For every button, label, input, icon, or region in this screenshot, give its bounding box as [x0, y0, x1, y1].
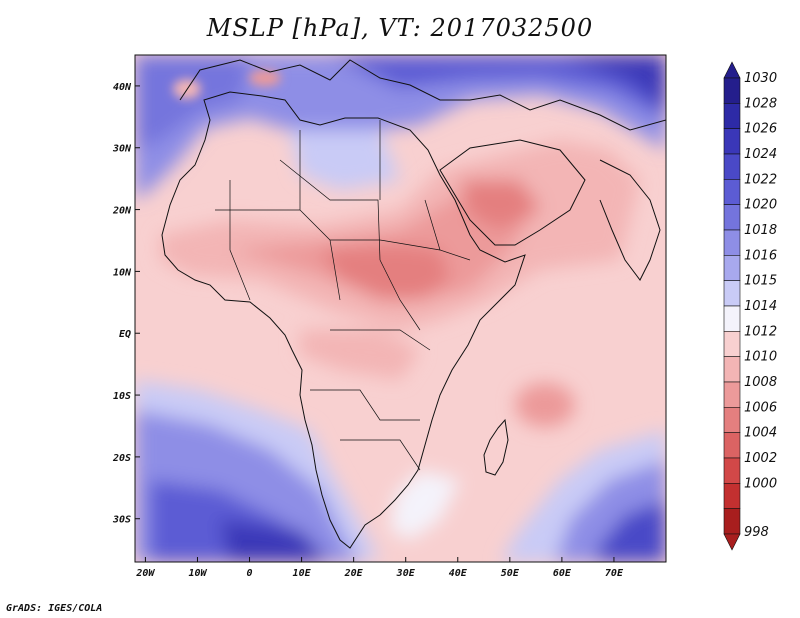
colorbar: 1030 1028 1026 1024 1022 1020 1018 1016 1015 1014… [723, 61, 777, 551]
lat-tick-label: 40N [113, 82, 132, 93]
colorbar-top-arrow [723, 61, 741, 79]
lat-tick-label: 30N [112, 144, 132, 155]
colorbar-swatch [723, 407, 741, 433]
colorbar-label: 1026 [744, 122, 777, 137]
lon-tick-label: 60E [553, 568, 572, 579]
lat-tick-label: 20N [112, 206, 132, 217]
mediterranean-lows [173, 70, 281, 99]
colorbar-swatch [723, 153, 741, 180]
colorbar-label: 1016 [744, 248, 777, 263]
country-borders [215, 120, 471, 471]
colorbar-swatch [723, 305, 741, 332]
colorbar-swatch [723, 280, 741, 307]
colorbar-label: 1002 [744, 451, 777, 466]
tropical-low [160, 140, 640, 427]
colorbar-label: 1006 [744, 400, 777, 415]
colorbar-label: 1020 [744, 198, 777, 213]
colorbar-swatch [723, 103, 741, 129]
colorbar-swatch [723, 457, 741, 484]
colorbar-label: 998 [744, 525, 769, 540]
colorbar-label: 1000 [744, 476, 777, 491]
colorbar-label: 1015 [744, 274, 777, 289]
lon-tick-label: 30E [396, 568, 416, 579]
colorbar-label: 1018 [744, 223, 777, 238]
colorbar-swatch [723, 179, 741, 205]
colorbar-swatch [723, 483, 741, 509]
axis-ticks: 20W 10W 0 10E 20E 30E 40E 50E 60E 70E 40N 30N 20N 10N… [112, 82, 624, 579]
colorbar-label: 1022 [744, 172, 777, 187]
lon-tick-label: 40E [449, 568, 468, 579]
plot-frame [134, 54, 667, 563]
africa-coastline [161, 91, 526, 549]
colorbar-swatch [723, 77, 741, 104]
colorbar-swatch [723, 255, 741, 281]
grads-footer: GrADS: IGES/COLA [6, 603, 103, 614]
colorbar-swatch [723, 381, 741, 408]
madagascar-coastline [483, 418, 509, 476]
colorbar-swatch [723, 508, 741, 535]
colorbar-label: 1014 [744, 299, 777, 314]
colorbar-label: 1010 [744, 350, 777, 365]
lon-tick-label: 10E [293, 568, 312, 579]
coastlines [161, 59, 666, 549]
colorbar-swatch [723, 128, 741, 155]
colorbar-label: 1012 [744, 324, 777, 339]
europe-coastline [179, 59, 666, 131]
india-coastline [599, 159, 661, 281]
colorbar-label: 1030 [744, 71, 777, 86]
lat-tick-label: EQ [119, 329, 131, 340]
colorbar-label: 1008 [744, 375, 777, 390]
colorbar-label: 1004 [744, 426, 777, 441]
map-title: MSLP [hPa], VT: 2017032500 [206, 14, 594, 42]
pressure-field [135, 55, 666, 562]
northern-high [135, 55, 666, 200]
lon-tick-label: 10W [188, 568, 207, 579]
lat-tick-label: 20S [112, 453, 131, 464]
lon-tick-label: 70E [605, 568, 624, 579]
colorbar-swatch [723, 331, 741, 357]
colorbar-label: 1028 [744, 96, 777, 111]
colorbar-swatch [723, 356, 741, 383]
colorbar-label: 1024 [744, 147, 777, 162]
lon-tick-label: 50E [501, 568, 520, 579]
colorbar-swatch [723, 229, 741, 256]
southern-high [135, 380, 666, 562]
colorbar-bottom-arrow [723, 533, 741, 551]
lon-tick-label: 20W [135, 568, 155, 579]
colorbar-swatch [723, 204, 741, 231]
lat-tick-label: 10N [113, 267, 132, 278]
lat-tick-label: 10S [113, 391, 131, 402]
lon-tick-label: 0 [247, 568, 253, 579]
colorbar-swatch [723, 432, 741, 459]
lat-tick-label: 30S [112, 515, 131, 526]
lon-tick-label: 20E [344, 568, 364, 579]
arabia-coastline [439, 139, 586, 246]
